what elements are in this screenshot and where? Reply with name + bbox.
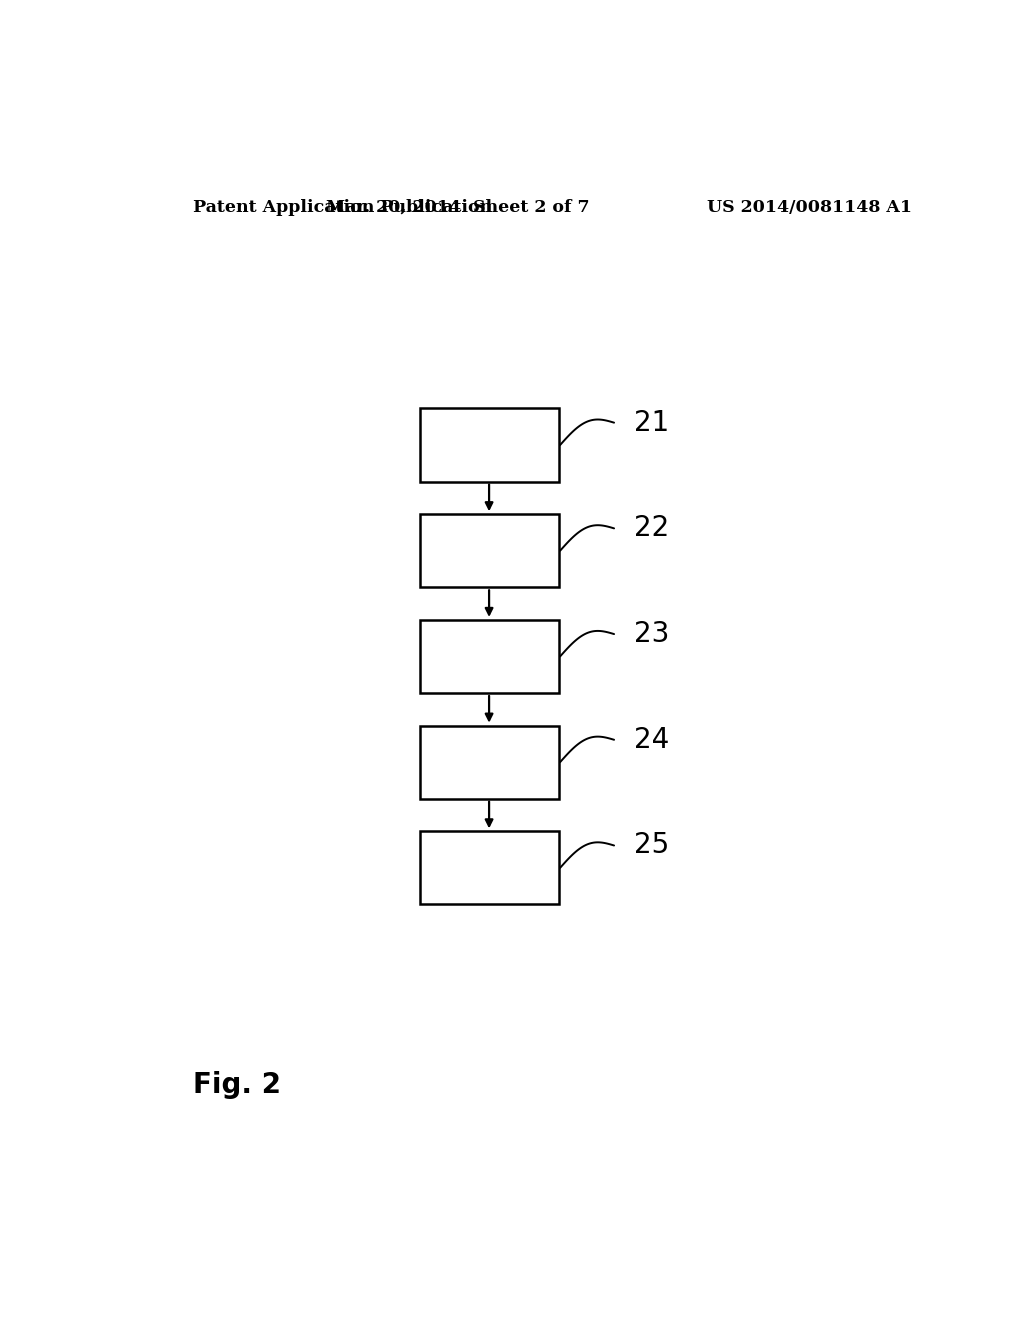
Bar [420,620,558,693]
Bar [420,832,558,904]
Text: Mar. 20, 2014  Sheet 2 of 7: Mar. 20, 2014 Sheet 2 of 7 [326,199,589,215]
Bar [420,515,558,587]
Text: 24: 24 [634,726,669,754]
Text: 21: 21 [634,409,669,437]
Bar [420,408,558,482]
Text: US 2014/0081148 A1: US 2014/0081148 A1 [708,199,912,215]
Text: 25: 25 [634,832,669,859]
Text: Patent Application Publication: Patent Application Publication [194,199,493,215]
Text: Fig. 2: Fig. 2 [194,1072,281,1100]
Text: 22: 22 [634,515,669,543]
Bar [420,726,558,799]
Text: 23: 23 [634,620,670,648]
